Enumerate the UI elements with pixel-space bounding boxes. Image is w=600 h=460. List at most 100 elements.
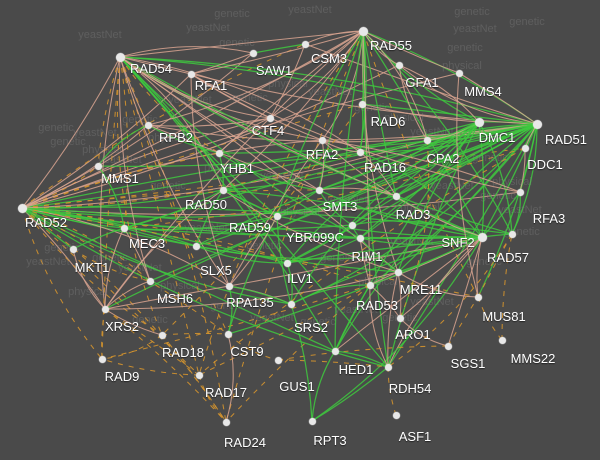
- network-edge[interactable]: [387, 271, 399, 368]
- network-edge[interactable]: [426, 123, 538, 141]
- network-edge[interactable]: [318, 139, 325, 191]
- network-node-xrs2[interactable]: [101, 305, 109, 313]
- network-node-rfa2[interactable]: [318, 136, 326, 144]
- network-edge[interactable]: [222, 189, 483, 238]
- network-edge[interactable]: [21, 207, 292, 305]
- network-edge[interactable]: [334, 236, 483, 352]
- network-edge[interactable]: [119, 56, 389, 368]
- network-edge[interactable]: [198, 30, 364, 376]
- network-edge[interactable]: [101, 308, 106, 360]
- network-edge[interactable]: [21, 207, 278, 231]
- network-edge[interactable]: [119, 46, 254, 58]
- network-edge[interactable]: [104, 308, 227, 423]
- network-edge[interactable]: [334, 30, 364, 352]
- network-edge[interactable]: [119, 56, 192, 75]
- network-edge[interactable]: [359, 121, 480, 239]
- network-edge[interactable]: [72, 248, 106, 310]
- network-node-srs2[interactable]: [287, 300, 295, 308]
- network-edge[interactable]: [21, 207, 479, 298]
- network-node-rpa135[interactable]: [225, 282, 233, 290]
- network-node-rpb2[interactable]: [144, 121, 152, 129]
- network-edge[interactable]: [119, 56, 227, 423]
- network-node-cpa2[interactable]: [423, 136, 431, 144]
- network-edge[interactable]: [311, 366, 389, 422]
- network-edge[interactable]: [198, 147, 526, 376]
- network-edge[interactable]: [481, 123, 538, 238]
- network-edge[interactable]: [398, 64, 480, 123]
- network-edge[interactable]: [198, 374, 227, 423]
- network-node-msh6[interactable]: [146, 277, 154, 285]
- network-edge[interactable]: [387, 121, 480, 368]
- network-edge[interactable]: [100, 56, 121, 310]
- network-edge[interactable]: [21, 207, 74, 250]
- network-node-sgs1[interactable]: [444, 342, 452, 350]
- network-node-rad54[interactable]: [115, 52, 125, 62]
- network-edge[interactable]: [397, 271, 479, 298]
- network-edge[interactable]: [72, 227, 125, 250]
- network-edge[interactable]: [481, 233, 513, 238]
- network-edge[interactable]: [362, 30, 460, 74]
- network-edge[interactable]: [195, 245, 288, 264]
- network-edge[interactable]: [227, 333, 279, 361]
- network-edge[interactable]: [228, 215, 278, 287]
- network-edge[interactable]: [387, 233, 513, 368]
- network-edge[interactable]: [123, 147, 526, 229]
- network-edge[interactable]: [147, 124, 320, 191]
- network-edge[interactable]: [190, 73, 230, 287]
- network-edge[interactable]: [359, 237, 371, 286]
- network-node-ybr099c[interactable]: [348, 221, 356, 229]
- network-edge[interactable]: [477, 296, 503, 341]
- network-edge[interactable]: [477, 233, 513, 298]
- network-edge[interactable]: [149, 123, 538, 282]
- network-node-rad18[interactable]: [158, 331, 166, 339]
- network-node-rad6[interactable]: [358, 100, 366, 108]
- network-node-saw1[interactable]: [249, 49, 257, 57]
- network-edge[interactable]: [21, 117, 271, 209]
- network-node-mec3[interactable]: [120, 224, 128, 232]
- network-node-hed1[interactable]: [331, 347, 339, 355]
- network-edge[interactable]: [290, 303, 313, 422]
- network-edge[interactable]: [119, 56, 220, 154]
- network-edge[interactable]: [119, 56, 320, 191]
- network-node-rdh54[interactable]: [384, 363, 392, 371]
- network-node-gus1[interactable]: [274, 356, 282, 364]
- network-edge[interactable]: [399, 236, 483, 319]
- network-edge[interactable]: [104, 271, 399, 310]
- network-edge[interactable]: [190, 52, 254, 75]
- network-edge[interactable]: [228, 139, 323, 287]
- network-edge[interactable]: [101, 358, 200, 376]
- network-edge[interactable]: [21, 52, 254, 209]
- network-node-csm3[interactable]: [301, 40, 309, 48]
- network-node-mms4[interactable]: [455, 69, 463, 77]
- network-node-mms1[interactable]: [94, 162, 102, 170]
- network-edge[interactable]: [369, 284, 389, 368]
- network-edge[interactable]: [218, 117, 271, 154]
- network-edge[interactable]: [21, 207, 353, 230]
- network-node-rad16[interactable]: [356, 148, 364, 156]
- network-node-rad55[interactable]: [358, 26, 368, 36]
- network-node-aro1[interactable]: [396, 314, 404, 322]
- network-edge[interactable]: [395, 121, 480, 197]
- network-node-rad17[interactable]: [195, 371, 203, 379]
- network-edge[interactable]: [228, 236, 483, 287]
- network-edge[interactable]: [21, 207, 389, 368]
- network-edge[interactable]: [119, 56, 230, 287]
- network-edge[interactable]: [369, 271, 399, 286]
- network-edge[interactable]: [21, 207, 163, 336]
- network-edge[interactable]: [286, 121, 480, 264]
- network-edge[interactable]: [119, 56, 361, 153]
- network-node-mre11[interactable]: [394, 268, 402, 276]
- network-edge[interactable]: [269, 43, 306, 119]
- network-edge[interactable]: [304, 30, 364, 45]
- network-node-snf2[interactable]: [477, 232, 487, 242]
- network-edge[interactable]: [362, 30, 428, 141]
- network-node-gfa1[interactable]: [395, 61, 403, 69]
- network-node-rad3[interactable]: [392, 192, 400, 200]
- network-edge[interactable]: [276, 30, 364, 217]
- network-edge[interactable]: [21, 207, 106, 310]
- network-node-rad52[interactable]: [17, 203, 27, 213]
- network-edge[interactable]: [225, 333, 234, 423]
- network-edge[interactable]: [118, 56, 151, 282]
- network-node-ddc1[interactable]: [521, 144, 529, 152]
- network-edge[interactable]: [228, 285, 292, 305]
